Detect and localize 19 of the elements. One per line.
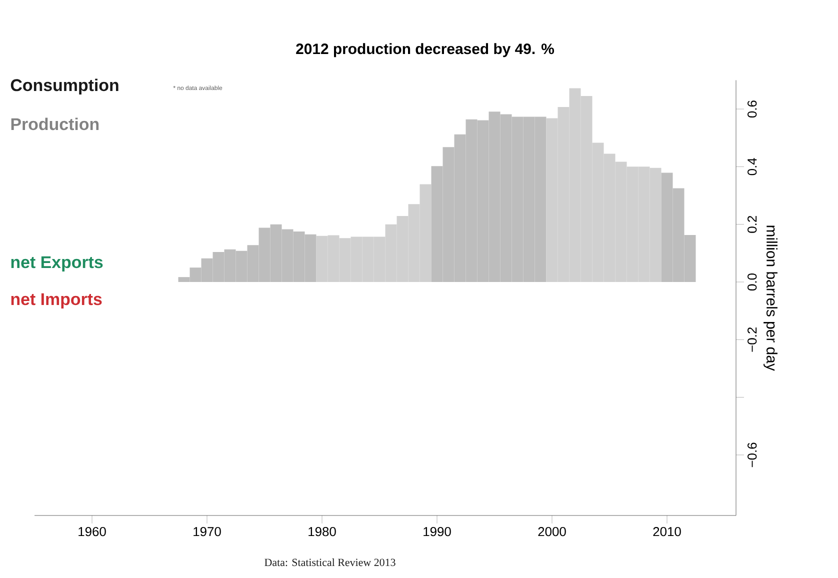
y-axis-title: million barrels per day: [764, 226, 778, 371]
x-tick-label: 1970: [194, 527, 221, 536]
y-tick-label: 0.0: [748, 273, 757, 290]
annotation: net Exports: [11, 256, 103, 272]
x-tick-label: 1980: [308, 527, 336, 536]
y-tick-label: 0.4: [748, 158, 757, 176]
annotation: net Imports: [11, 293, 102, 309]
y-tick-label: 0.2: [748, 216, 757, 233]
text: Data: Statistical Review 2013: [264, 558, 396, 566]
annotation: Production: [11, 118, 99, 130]
y-tick-label: −0.2: [748, 328, 757, 352]
y-tick-label: −0.6: [748, 442, 757, 468]
x-tick-label: 1990: [424, 527, 451, 536]
x-tick-label: 2010: [653, 527, 681, 536]
x-tick-label: 2000: [538, 527, 566, 536]
chart-title: 2012 production decreased by 49. %: [296, 43, 554, 58]
x-tick-label: 1960: [78, 527, 106, 536]
annotation: Consumption: [10, 78, 118, 95]
y-tick-label: 0.6: [748, 100, 757, 118]
